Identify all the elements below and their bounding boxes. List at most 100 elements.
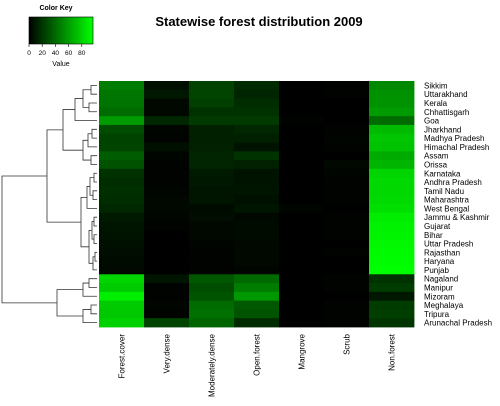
heatmap-cell [189,291,235,302]
heatmap-cell [99,204,145,214]
color-key-tick-label: 40 [52,50,60,57]
heatmap-cell [324,221,370,231]
heatmap-cell [369,283,415,293]
heatmap-cell [144,89,190,99]
heatmap-cell [189,168,235,179]
heatmap-cell [144,309,190,319]
heatmap-cell [369,309,415,319]
heatmap-cell [279,168,325,179]
chart-title: Statewise forest distribution 2009 [155,14,362,29]
heatmap-cell [324,133,370,143]
heatmap-cell [144,116,190,126]
row-label: Chhattisgarh [424,108,469,117]
heatmap-cell [234,107,280,117]
heatmap-cell [234,160,280,170]
heatmap-cell [189,309,235,319]
heatmap-cell [189,283,235,293]
heatmap-cell [234,265,280,275]
heatmap-cell [189,230,235,240]
heatmap-cell [144,142,190,152]
heatmap-cell [324,274,370,284]
heatmap-cell [99,283,145,293]
heatmap-cell [369,81,415,91]
heatmap-cell [369,274,415,284]
color-key-title: Color Key [39,5,72,12]
heatmap-cell [189,212,235,222]
heatmap-cell [279,142,325,152]
heatmap-cell [99,151,145,161]
heatmap-cell [99,89,145,99]
color-key: Color Key 0 20 40 60 80 Value [27,5,94,68]
heatmap-cell [189,204,235,214]
heatmap-cell [369,116,415,126]
heatmap-cell [324,107,370,117]
heatmap-cell [324,186,370,196]
heatmap-cell [99,239,145,249]
heatmap-cell [324,309,370,319]
heatmap-cell [369,204,415,214]
heatmap-cells [99,81,415,328]
heatmap-cell [324,291,370,302]
heatmap-cell [234,283,280,293]
heatmap-cell [234,81,280,91]
heatmap-cell [144,265,190,275]
heatmap-cell [279,89,325,99]
heatmap-cell [234,168,280,179]
heatmap-cell [279,256,325,266]
heatmap-cell [369,177,415,187]
heatmap-cell [234,239,280,249]
heatmap-cell [234,291,280,302]
heatmap-cell [324,168,370,179]
heatmap-cell [144,151,190,161]
heatmap-cell [279,124,325,135]
heatmap-cell [369,89,415,99]
heatmap-cell [279,204,325,214]
heatmap-cell [369,168,415,179]
heatmap-cell [324,204,370,214]
dendrogram-branch [1,175,57,304]
heatmap-cell [279,195,325,205]
heatmap-cell [144,195,190,205]
heatmap-cell [279,247,325,258]
heatmap-cell [369,186,415,196]
heatmap-cell [279,265,325,275]
heatmap-cell [324,89,370,99]
column-label: Forest.cover [118,334,127,379]
heatmap-cell [369,291,415,302]
heatmap-cell [369,221,415,231]
heatmap-cell [144,318,190,328]
color-key-tick-label: 0 [27,50,31,57]
heatmap-cell [234,318,280,328]
heatmap-cell [369,195,415,205]
heatmap-cell [144,274,190,284]
heatmap-cell [279,221,325,231]
heatmap-cell [234,186,280,196]
heatmap-cell [369,256,415,266]
heatmap-cell [189,274,235,284]
heatmap-cell [99,160,145,170]
heatmap-cell [189,265,235,275]
heatmap-cell [279,160,325,170]
heatmap-cell [189,142,235,152]
row-label: Maharashtra [424,196,469,205]
heatmap-cell [324,124,370,135]
row-label: Orissa [424,160,448,169]
heatmap-cell [279,177,325,187]
heatmap-cell [144,230,190,240]
heatmap-cell [144,300,190,310]
heatmap-cell [324,256,370,266]
heatmap-cell [144,133,190,143]
row-label: Rajasthan [424,248,460,257]
row-label: Nagaland [424,275,458,284]
heatmap-cell [189,221,235,231]
heatmap-cell [99,247,145,258]
row-label: Andhra Pradesh [424,178,482,187]
heatmap-cell [189,133,235,143]
heatmap-cell [189,107,235,117]
heatmap-cell [279,98,325,108]
column-labels: Forest.cover Very.dense Moderately.dense Op… [118,333,397,397]
heatmap-cell [369,212,415,222]
heatmap-cell [324,116,370,126]
heatmap-cell [99,177,145,187]
heatmap-cell [369,151,415,161]
